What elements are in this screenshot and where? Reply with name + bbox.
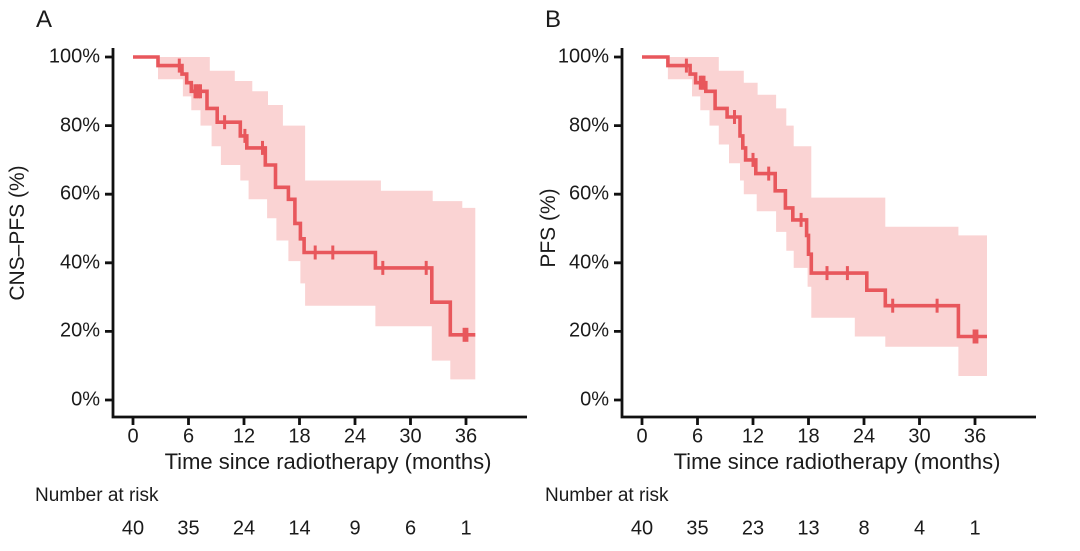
risk-count-B: 4 bbox=[913, 517, 926, 540]
risk-header-a: Number at risk bbox=[35, 485, 159, 506]
y-tick-label-B: 0% bbox=[580, 388, 609, 411]
y-tick-label-A: 60% bbox=[59, 182, 100, 205]
x-tick-label-A: 24 bbox=[343, 425, 367, 448]
y-tick-label-B: 80% bbox=[568, 114, 609, 137]
ci-band-A bbox=[158, 57, 476, 380]
x-tick-label-B: 6 bbox=[691, 425, 704, 448]
y-tick-label-B: 100% bbox=[557, 45, 609, 68]
axes-B bbox=[620, 48, 1036, 419]
axes-A bbox=[111, 48, 527, 419]
risk-count-B: 40 bbox=[630, 517, 654, 540]
x-tick-label-B: 0 bbox=[636, 425, 648, 448]
survival-curve-A bbox=[133, 55, 476, 337]
x-tick-label-B: 30 bbox=[908, 425, 931, 448]
y-tick-label-A: 20% bbox=[59, 319, 100, 342]
panel-b-label: B bbox=[545, 6, 562, 33]
y-tick-label-B: 40% bbox=[568, 251, 609, 274]
x-tick-label-A: 30 bbox=[399, 425, 422, 448]
risk-count-A: 6 bbox=[404, 517, 417, 540]
risk-count-A: 35 bbox=[177, 517, 200, 540]
risk-count-B: 23 bbox=[741, 517, 765, 540]
risk-count-A: 1 bbox=[460, 517, 472, 540]
y-tick-label-A: 100% bbox=[48, 45, 100, 68]
ci-band-B bbox=[667, 57, 987, 376]
y-tick-label-A: 40% bbox=[59, 251, 100, 274]
risk-count-A: 40 bbox=[121, 517, 145, 540]
y-tick-label-B: 20% bbox=[568, 319, 609, 342]
y-axis-title-b: PFS (%) bbox=[537, 188, 560, 268]
y-tick-label-B: 60% bbox=[568, 182, 609, 205]
risk-count-A: 24 bbox=[232, 517, 256, 540]
x-tick-label-B: 18 bbox=[797, 425, 820, 448]
x-tick-label-A: 12 bbox=[232, 425, 256, 448]
tick-marks-A bbox=[105, 55, 468, 425]
risk-header-b: Number at risk bbox=[545, 485, 669, 506]
x-tick-label-A: 0 bbox=[127, 425, 139, 448]
tick-marks-B bbox=[614, 55, 977, 425]
y-axis-title-a: CNS–PFS (%) bbox=[6, 165, 29, 301]
x-tick-label-B: 36 bbox=[963, 425, 987, 448]
x-tick-label-A: 18 bbox=[288, 425, 311, 448]
x-axis-title-b: Time since radiotherapy (months) bbox=[673, 449, 1001, 474]
y-tick-label-A: 0% bbox=[71, 388, 100, 411]
risk-count-B: 1 bbox=[969, 517, 981, 540]
risk-count-B: 35 bbox=[686, 517, 709, 540]
risk-count-B: 13 bbox=[797, 517, 820, 540]
panel-a-label: A bbox=[36, 6, 53, 33]
risk-count-B: 8 bbox=[858, 517, 870, 540]
y-tick-label-A: 80% bbox=[59, 114, 100, 137]
risk-count-A: 9 bbox=[349, 517, 361, 540]
risk-count-A: 14 bbox=[288, 517, 311, 540]
x-tick-label-A: 36 bbox=[454, 425, 478, 448]
x-axis-title-a: Time since radiotherapy (months) bbox=[164, 449, 492, 474]
x-tick-label-B: 12 bbox=[741, 425, 765, 448]
x-tick-label-A: 6 bbox=[182, 425, 195, 448]
x-tick-label-B: 24 bbox=[852, 425, 876, 448]
